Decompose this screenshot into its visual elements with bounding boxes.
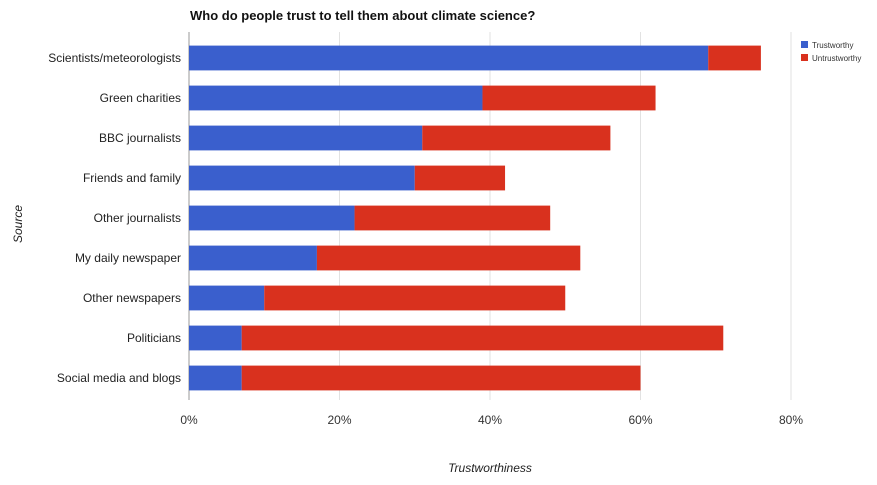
category-label: Green charities — [100, 91, 181, 105]
legend: Trustworthy Untrustworthy — [801, 41, 861, 63]
bar-trustworthy — [189, 125, 423, 151]
legend-swatch — [801, 41, 808, 48]
x-tick-label: 20% — [327, 413, 351, 427]
bar-untrustworthy — [414, 165, 506, 191]
category-labels: Scientists/meteorologists Green charities… — [48, 51, 181, 385]
bar-trustworthy — [189, 285, 265, 311]
x-axis-label: Trustworthiness — [448, 461, 532, 475]
bar-trustworthy — [189, 205, 355, 231]
category-label: Friends and family — [83, 171, 181, 185]
bar-untrustworthy — [316, 245, 581, 271]
bar-untrustworthy — [264, 285, 566, 311]
bar-untrustworthy — [241, 365, 641, 391]
bars — [189, 45, 761, 391]
legend-swatch — [801, 54, 808, 61]
bar-untrustworthy — [354, 205, 551, 231]
category-label: My daily newspaper — [75, 251, 181, 265]
bar-untrustworthy — [708, 45, 761, 71]
bar-trustworthy — [189, 245, 317, 271]
bar-trustworthy — [189, 85, 483, 111]
bar-trustworthy — [189, 325, 242, 351]
bar-trustworthy — [189, 365, 242, 391]
category-label: Social media and blogs — [57, 371, 181, 385]
x-tick-label: 80% — [779, 413, 803, 427]
y-axis-label: Source — [11, 205, 25, 243]
x-tick-label: 0% — [180, 413, 198, 427]
category-label: Scientists/meteorologists — [48, 51, 181, 65]
category-label: Other newspapers — [83, 291, 181, 305]
x-tick-labels: 0% 20% 40% 60% 80% — [180, 413, 803, 427]
legend-label: Untrustworthy — [812, 54, 861, 63]
x-tick-label: 60% — [628, 413, 652, 427]
chart-title: Who do people trust to tell them about c… — [190, 8, 535, 23]
category-label: BBC journalists — [99, 131, 181, 145]
x-tick-label: 40% — [478, 413, 502, 427]
bar-untrustworthy — [482, 85, 656, 111]
bar-trustworthy — [189, 165, 415, 191]
category-label: Politicians — [127, 331, 181, 345]
category-label: Other journalists — [94, 211, 181, 225]
bar-untrustworthy — [241, 325, 724, 351]
bar-trustworthy — [189, 45, 709, 71]
bar-untrustworthy — [422, 125, 611, 151]
legend-label: Trustworthy — [812, 41, 854, 50]
